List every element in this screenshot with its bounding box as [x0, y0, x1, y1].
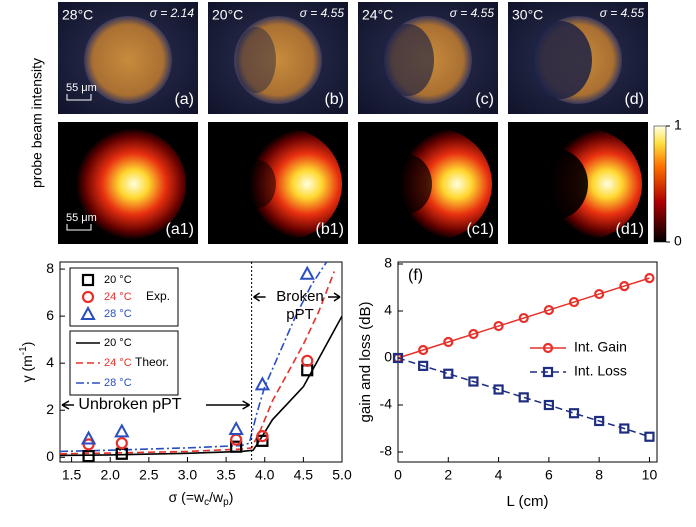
legend-label: 28 °C	[104, 308, 132, 320]
beam-spot	[84, 16, 172, 104]
y-tick-label: 6	[46, 307, 54, 323]
panel-label: (f)	[408, 267, 423, 284]
x-tick-label: 8	[595, 467, 603, 483]
colorbar-label: 0	[674, 233, 682, 249]
x-label-part: σ (=w	[169, 489, 205, 505]
x-tick-label: 2.0	[100, 467, 120, 483]
y-tick-label: 4	[384, 302, 392, 318]
y-tick-label: 2	[46, 401, 54, 417]
panel-label: (b)	[324, 91, 344, 108]
y-tick-label: 8	[384, 255, 392, 271]
panel-label: (a1)	[166, 221, 194, 238]
panel-label: (c1)	[466, 221, 494, 238]
dark-region	[236, 27, 276, 93]
sim-dark	[240, 160, 276, 208]
temperature: 20°C	[212, 7, 243, 23]
marker	[444, 370, 452, 378]
legend-label: Int. Gain	[574, 339, 627, 355]
marker	[301, 268, 313, 279]
colorbar-label: 1	[674, 117, 682, 133]
scale-label: 55 μm	[66, 212, 97, 224]
y-tick-label: 0	[46, 448, 54, 464]
sigma: σ = 2.14	[150, 6, 195, 20]
marker	[570, 409, 578, 417]
marker	[231, 435, 241, 445]
x-tick-label: 1.5	[62, 467, 82, 483]
legend-label: 20 °C	[104, 337, 132, 349]
legend-label: 24 °C	[104, 357, 132, 369]
y-tick-label: -4	[380, 396, 393, 412]
dark-region	[382, 24, 434, 96]
sigma: σ = 4.55	[450, 6, 495, 20]
sigma: σ = 4.55	[300, 6, 345, 20]
legend-label: 28 °C	[104, 377, 132, 389]
x-tick-label: 3.0	[178, 467, 198, 483]
y-tick-label: 8	[46, 260, 54, 276]
x-tick-label: 6	[545, 467, 553, 483]
sigma: σ = 4.55	[600, 6, 645, 20]
x-tick-label: 4.5	[294, 467, 314, 483]
legend-group: Theor.	[135, 355, 169, 369]
colorbar	[654, 126, 666, 242]
panel-label: (c)	[475, 91, 494, 108]
marker	[117, 438, 127, 448]
y-label: gain and loss (dB)	[357, 302, 374, 423]
legend-group: Exp.	[146, 289, 170, 303]
y-label-part: )	[19, 342, 35, 347]
x-tick-label: 4	[495, 467, 503, 483]
scale-label: 55 μm	[66, 82, 97, 94]
marker	[83, 432, 95, 443]
temperature: 28°C	[62, 7, 93, 23]
x-label: σ (=wc/wp)	[169, 489, 234, 508]
plot-area	[398, 278, 649, 437]
x-label-part: )	[229, 489, 234, 505]
annotation: Unbroken pPT	[78, 396, 181, 413]
x-tick-label: 4.0	[255, 467, 275, 483]
legend-label: 24 °C	[104, 291, 132, 303]
sim-dark	[520, 148, 588, 220]
marker	[230, 423, 242, 434]
y-label-part: γ (m	[19, 355, 35, 382]
figure: probe beam intensity 28°C σ = 2.14 (a) 55 μ…	[0, 0, 696, 522]
legend-label: 20 °C	[104, 274, 132, 286]
panel-label: (a)	[174, 91, 194, 108]
marker	[645, 433, 653, 441]
annotation: Broken	[276, 288, 324, 305]
legend-label: Int. Loss	[574, 363, 627, 379]
x-tick-label: 10	[642, 467, 658, 483]
x-tick-label: 2	[444, 467, 452, 483]
marker	[520, 393, 528, 401]
temperature: 24°C	[362, 7, 393, 23]
dark-region	[528, 21, 592, 99]
x-tick-label: 2.5	[139, 467, 159, 483]
x-label-part: /w	[209, 489, 224, 505]
y-label: γ (m-1)	[18, 342, 35, 383]
y-label: probe beam intensity	[29, 58, 45, 188]
marker	[116, 425, 128, 436]
y-tick-label: 0	[384, 349, 392, 365]
annotation: pPT	[286, 306, 314, 323]
x-tick-label: 5.0	[332, 467, 352, 483]
x-tick-label: 3.5	[216, 467, 236, 483]
x-label: L (cm)	[507, 493, 549, 510]
x-tick-label: 0	[394, 467, 402, 483]
sim-dark	[380, 154, 432, 214]
panel-label: (d)	[624, 91, 644, 108]
panel-label: (b1)	[316, 221, 344, 238]
y-tick-label: -8	[380, 443, 393, 459]
panel-label: (d1)	[616, 221, 644, 238]
temperature: 30°C	[512, 7, 543, 23]
y-tick-label: 4	[46, 354, 54, 370]
